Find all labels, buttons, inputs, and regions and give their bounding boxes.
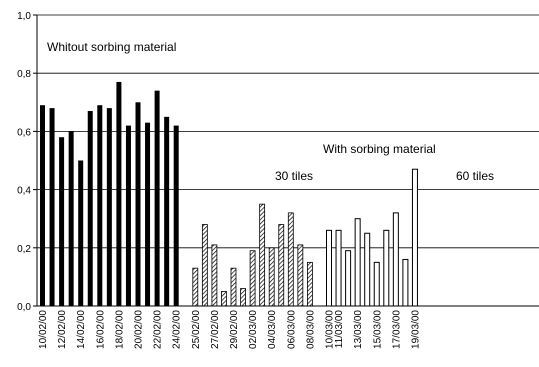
bar-hollow xyxy=(345,250,352,307)
annotation-60-tiles: 60 tiles xyxy=(456,169,494,183)
bar-solid xyxy=(59,137,65,306)
x-tick-label: 14/02/00 xyxy=(76,310,87,349)
y-tick-label: 0,6 xyxy=(17,127,31,138)
bar-hatched xyxy=(201,224,208,307)
x-tick-label: 10/03/00 xyxy=(325,310,336,349)
y-tick-label: 1,0 xyxy=(17,11,31,22)
bar-hollow xyxy=(411,168,418,307)
x-tick-label: 29/02/00 xyxy=(229,310,240,349)
bar-hatched xyxy=(221,291,227,307)
bar-hollow xyxy=(335,229,342,307)
x-tick-label: 20/02/00 xyxy=(134,310,145,349)
bar-hatched xyxy=(249,250,256,307)
annotation-without-sorbing: Whitout sorbing material xyxy=(47,40,176,54)
bar-hatched xyxy=(259,203,266,307)
bar-solid xyxy=(78,160,84,306)
bar-hatched xyxy=(268,247,275,307)
x-tick-label: 17/03/00 xyxy=(391,310,402,349)
bar-hollow xyxy=(383,229,390,307)
x-tick-label: 08/03/00 xyxy=(305,310,316,349)
bar-hatched xyxy=(240,288,246,307)
x-tick-label: 06/03/00 xyxy=(286,310,297,349)
bar-hollow xyxy=(392,212,399,307)
bar-solid xyxy=(40,105,45,307)
bar-hatched xyxy=(306,261,313,307)
bar-solid xyxy=(125,125,131,306)
y-tick-label: 0,2 xyxy=(17,244,31,255)
x-tick-label: 22/02/00 xyxy=(153,310,164,349)
x-tick-label: 19/03/00 xyxy=(410,310,421,349)
x-tick-label: 27/02/00 xyxy=(210,310,221,349)
y-tick-label: 0,0 xyxy=(17,302,31,313)
bar-hollow xyxy=(364,232,371,307)
y-tick-label: 0,8 xyxy=(17,69,31,80)
x-tick-label: 13/03/00 xyxy=(353,310,364,349)
bar-hatched xyxy=(192,267,199,307)
bar-solid xyxy=(97,105,103,307)
x-tick-label: 04/03/00 xyxy=(267,310,278,349)
bar-hatched xyxy=(287,212,294,307)
bar-solid xyxy=(135,102,141,306)
x-tick-label: 25/02/00 xyxy=(191,310,202,349)
bar-hollow xyxy=(354,218,361,307)
bar-solid xyxy=(106,108,112,307)
bar-hollow xyxy=(326,229,332,307)
x-tick-label: 11/03/00 xyxy=(334,310,345,349)
bar-hatched xyxy=(230,267,237,307)
x-tick-label: 12/02/00 xyxy=(57,310,68,349)
x-tick-label: 15/03/00 xyxy=(372,310,383,349)
x-tick-label: 10/02/00 xyxy=(38,310,49,349)
y-tick-label: 0,4 xyxy=(17,186,31,197)
bar-hollow xyxy=(402,258,409,307)
annotation-with-sorbing: With sorbing material xyxy=(323,142,436,156)
bar-solid xyxy=(87,111,93,306)
bar-solid xyxy=(154,90,160,306)
bar-solid xyxy=(164,116,170,306)
x-tick-label: 18/02/00 xyxy=(114,310,125,349)
bar-solid xyxy=(68,131,74,306)
x-tick-label: 16/02/00 xyxy=(95,310,106,349)
bar-hatched xyxy=(278,224,285,307)
x-tick-label: 02/03/00 xyxy=(248,310,259,349)
annotation-30-tiles: 30 tiles xyxy=(275,169,313,183)
x-tick-label: 24/02/00 xyxy=(172,310,183,349)
bar-solid xyxy=(173,125,179,306)
bar-solid xyxy=(116,81,122,307)
bar-hollow xyxy=(373,261,380,307)
bar-solid xyxy=(49,108,55,307)
bar-solid xyxy=(145,122,151,306)
bar-hatched xyxy=(297,244,304,307)
bar-hatched xyxy=(211,244,218,307)
